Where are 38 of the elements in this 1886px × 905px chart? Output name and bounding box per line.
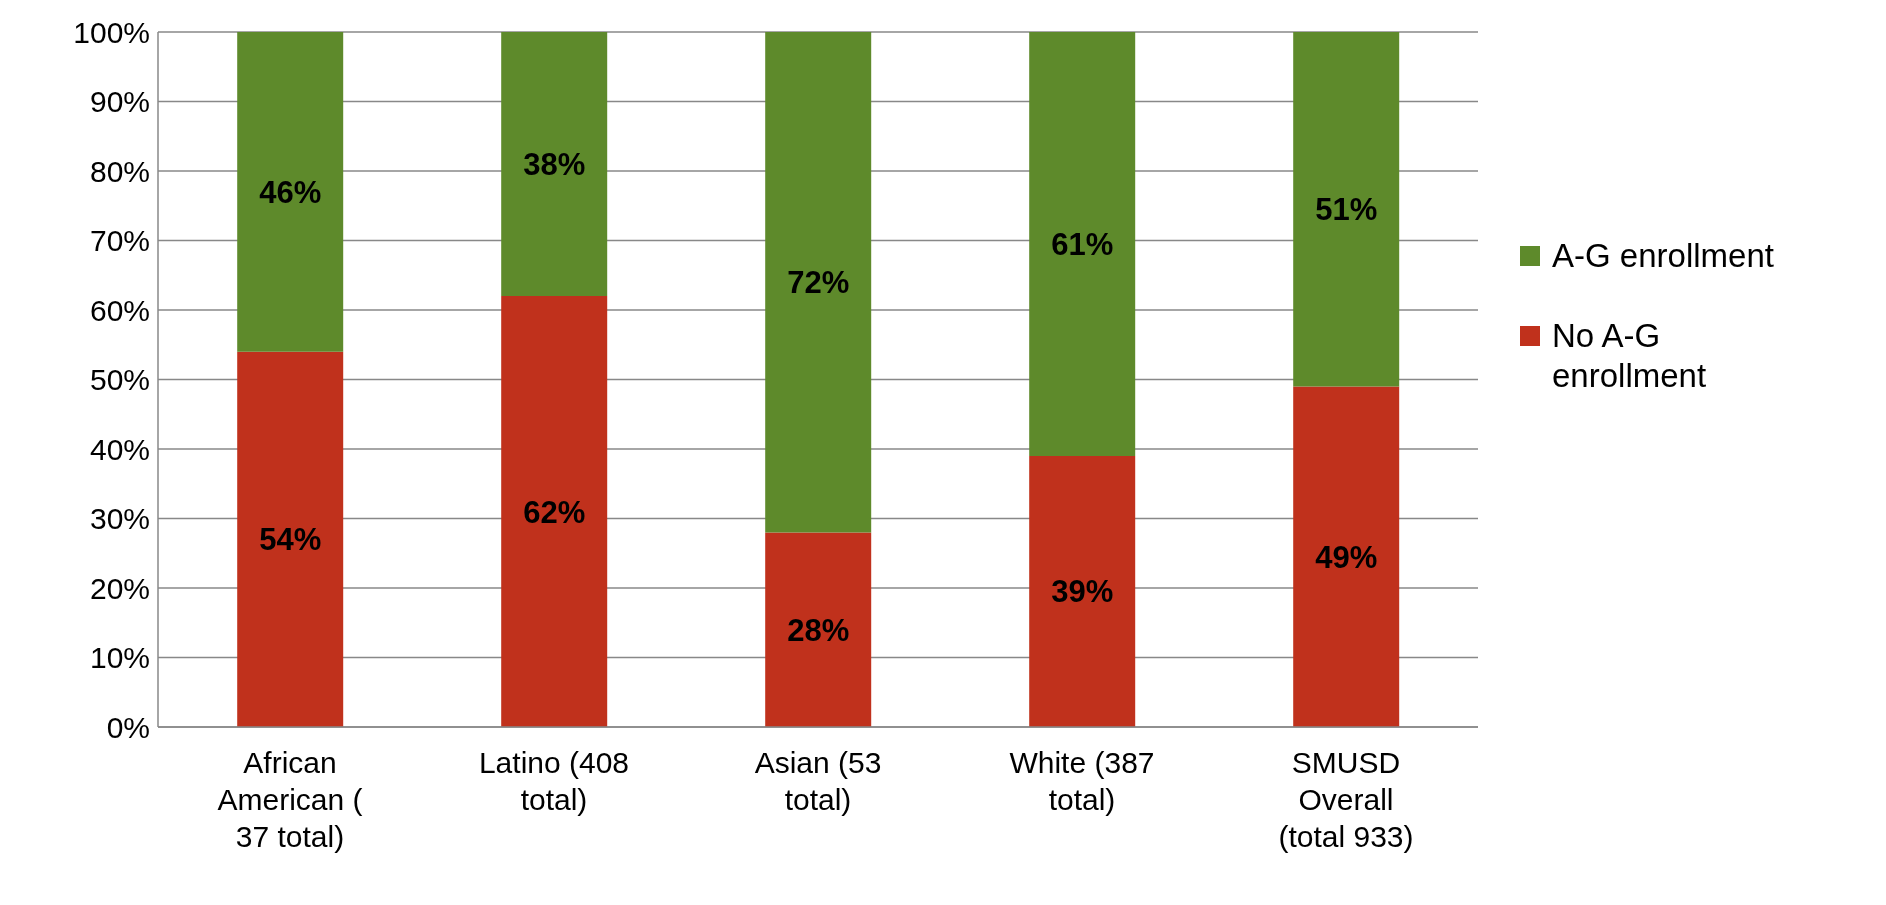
bar bbox=[765, 32, 872, 533]
y-tick-label: 30% bbox=[89, 502, 150, 536]
data-label: 28% bbox=[787, 612, 850, 648]
bar bbox=[1029, 32, 1136, 456]
x-tick-label: White (387 total) bbox=[1009, 746, 1155, 816]
y-tick-label: 10% bbox=[89, 641, 150, 675]
data-label: 61% bbox=[1051, 226, 1114, 262]
bar bbox=[1293, 32, 1400, 387]
bar bbox=[1029, 455, 1136, 727]
data-label: 38% bbox=[523, 147, 586, 183]
x-tick-label: African American ( 37 total) bbox=[217, 746, 363, 853]
y-tick-label: 80% bbox=[89, 154, 150, 188]
y-tick-label: 0% bbox=[106, 710, 150, 744]
bar bbox=[237, 32, 344, 352]
data-label: 51% bbox=[1315, 192, 1378, 228]
x-tick-label: SMUSD Overall (total 933) bbox=[1278, 746, 1414, 853]
y-tick-label: 90% bbox=[89, 85, 150, 119]
bar bbox=[237, 351, 344, 727]
legend-label: A-G enrollment bbox=[1552, 236, 1775, 276]
y-tick-label: 100% bbox=[73, 15, 150, 49]
data-label: 39% bbox=[1051, 574, 1114, 610]
x-tick-label: Asian (53 total) bbox=[754, 746, 882, 816]
data-label: 72% bbox=[787, 265, 850, 301]
y-tick-label: 40% bbox=[89, 432, 150, 466]
x-tick-label: Latino (408 total) bbox=[478, 746, 630, 816]
data-label: 46% bbox=[259, 174, 322, 210]
data-label: 49% bbox=[1315, 539, 1378, 575]
y-tick-label: 70% bbox=[89, 224, 150, 258]
bar bbox=[1293, 386, 1400, 727]
y-tick-label: 50% bbox=[89, 363, 150, 397]
y-tick-label: 60% bbox=[89, 293, 150, 327]
legend-label: No A-G enrollment bbox=[1552, 316, 1708, 396]
y-tick-label: 20% bbox=[89, 571, 150, 605]
bar bbox=[501, 296, 608, 727]
bar bbox=[501, 32, 608, 297]
data-label: 54% bbox=[259, 522, 322, 558]
bar bbox=[765, 532, 872, 727]
data-label: 62% bbox=[523, 494, 586, 530]
